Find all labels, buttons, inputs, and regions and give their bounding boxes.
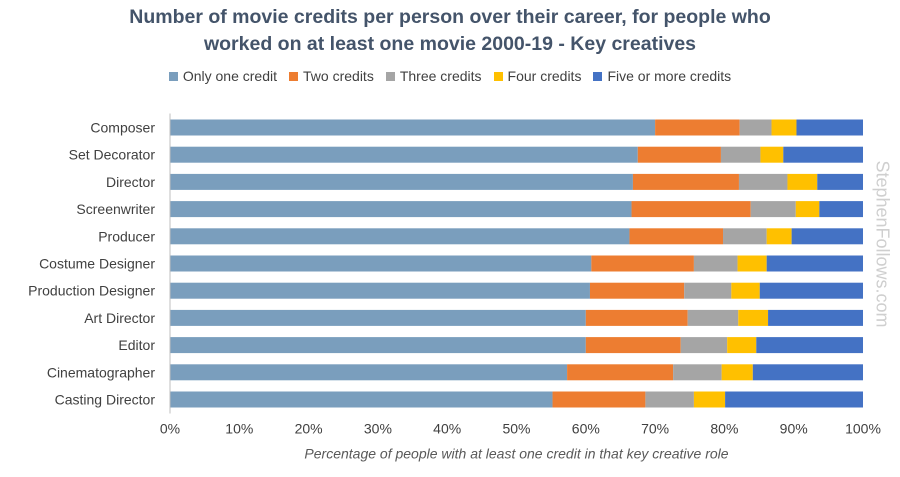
x-axis-label: Percentage of people with at least one c… (304, 446, 728, 462)
legend-swatch (493, 72, 503, 81)
bar-segment (783, 146, 863, 163)
bar-segment (637, 146, 721, 163)
category-label: Set Decorator (69, 147, 156, 163)
bar-segment (170, 255, 592, 272)
legend-label: Only one credit (182, 68, 278, 84)
bar-segment (721, 364, 753, 381)
bar-segment (585, 337, 681, 354)
bar-segment (771, 119, 797, 136)
bar-segment (645, 391, 694, 408)
legend-item-3: Four credits (493, 68, 582, 84)
bar-segment (567, 364, 674, 381)
category-label: Cinematographer (47, 364, 156, 380)
bar-segment (170, 282, 590, 299)
bar-segment (720, 146, 761, 163)
category-label: Production Designer (28, 283, 155, 299)
legend-swatch (593, 72, 603, 81)
bar-segment (738, 309, 769, 326)
bar-segment (631, 201, 751, 218)
bar-segment (170, 309, 586, 326)
bar-segment (552, 391, 646, 408)
legend: Only one credit Two credits Three credits F… (0, 68, 900, 84)
bar-segment (629, 228, 724, 245)
bar-segment (787, 173, 818, 190)
category-label: Composer (90, 120, 155, 136)
x-tick-label: 40% (433, 421, 461, 437)
x-tick-label: 80% (710, 421, 738, 437)
x-tick-label: 100% (845, 421, 881, 437)
bar-segment (693, 255, 738, 272)
category-label: Director (106, 174, 155, 190)
legend-label: Two credits (303, 68, 374, 84)
chart-title-line-2: worked on at least one movie 2000-19 - K… (203, 33, 697, 55)
category-label: Screenwriter (76, 201, 155, 217)
bar-segment (819, 201, 863, 218)
bar-segment (756, 337, 863, 354)
bar-segment (760, 146, 784, 163)
bar-segment (791, 228, 863, 245)
x-tick-label: 30% (364, 421, 392, 437)
bar-segment (170, 146, 638, 163)
bar-segment (796, 119, 863, 136)
bar-segment (752, 364, 863, 381)
bar-segment (684, 282, 732, 299)
bar-segment (585, 309, 688, 326)
bar-segment (591, 255, 694, 272)
bar-segment (759, 282, 863, 299)
legend-item-2: Three credits (385, 68, 482, 84)
legend-item-1: Two credits (289, 68, 374, 84)
category-label: Art Director (84, 310, 155, 326)
bar-segment (795, 201, 820, 218)
bar-segment (170, 201, 632, 218)
bar-segment (723, 228, 767, 245)
bar-segment (738, 173, 788, 190)
bar-segment (766, 228, 792, 245)
bar-segment (739, 119, 772, 136)
x-tick-label: 10% (225, 421, 253, 437)
watermark: StephenFollows.com (872, 160, 893, 328)
bar-segment (170, 364, 568, 381)
category-label: Producer (98, 228, 155, 244)
legend-swatch (168, 72, 178, 81)
legend-label: Five or more credits (607, 68, 732, 84)
x-tick-label: 20% (295, 421, 323, 437)
legend-item-4: Five or more credits (593, 68, 731, 84)
category-label: Casting Director (55, 392, 156, 408)
bar-segment (170, 391, 553, 408)
bar-segment (725, 391, 863, 408)
category-label: Costume Designer (39, 256, 155, 272)
bar-segment (673, 364, 722, 381)
x-tick-label: 50% (502, 421, 530, 437)
chart-title: Number of movie credits per person over … (0, 4, 900, 58)
legend-swatch (289, 72, 299, 81)
legend-label: Three credits (399, 68, 482, 84)
x-tick-label: 0% (160, 421, 180, 437)
legend-swatch (385, 72, 395, 81)
bar-segment (766, 255, 863, 272)
legend-item-0: Only one credit (168, 68, 278, 84)
category-label: Editor (118, 337, 155, 353)
bar-segment (170, 119, 656, 136)
bar-segment (731, 282, 760, 299)
bar-segment (750, 201, 796, 218)
bar-segment (737, 255, 767, 272)
bar-segment (768, 309, 863, 326)
bar-segment (817, 173, 863, 190)
bar-segment (693, 391, 726, 408)
bar-segment (589, 282, 685, 299)
x-tick-label: 70% (641, 421, 669, 437)
bar-segment (680, 337, 728, 354)
bar-segment (655, 119, 740, 136)
bar-segment (170, 173, 633, 190)
chart-title-line-1: Number of movie credits per person over … (129, 6, 771, 28)
bar-segment (687, 309, 739, 326)
x-tick-label: 90% (780, 421, 808, 437)
bar-segment (170, 337, 586, 354)
bar-segment (632, 173, 739, 190)
bar-segment (170, 228, 630, 245)
x-tick-label: 60% (572, 421, 600, 437)
legend-label: Four credits (507, 68, 582, 84)
bar-segment (727, 337, 757, 354)
